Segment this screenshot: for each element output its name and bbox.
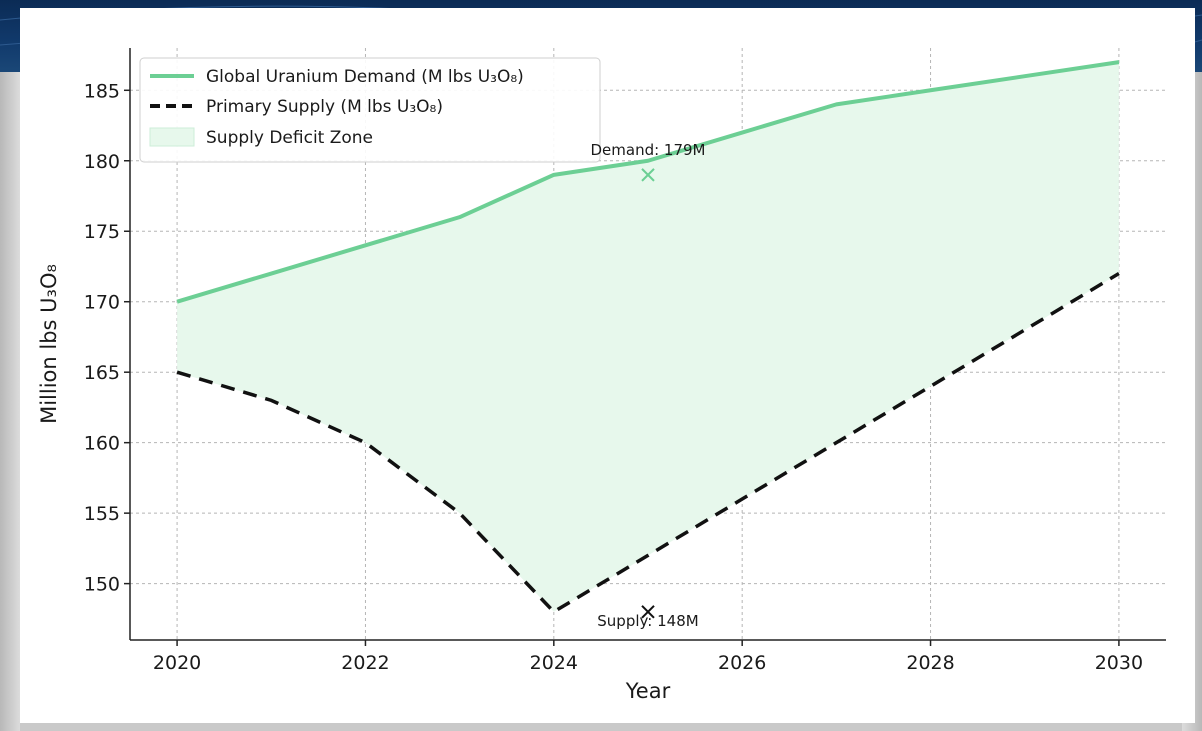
x-axis-title: Year [625, 679, 671, 703]
left-margin [0, 72, 20, 731]
axes [129, 48, 1166, 641]
supply-series-line [176, 272, 1120, 615]
x-tick-label: 2026 [718, 652, 766, 674]
x-tick-label: 2024 [530, 652, 578, 674]
y-tick-label: 170 [84, 292, 120, 314]
legend-supply-label: Primary Supply (M lbs U₃O₈) [206, 97, 443, 117]
legend: Global Uranium Demand (M lbs U₃O₈) Prima… [139, 57, 601, 163]
x-tick-label: 2028 [906, 652, 954, 674]
y-tick-label: 180 [84, 151, 120, 173]
x-tick-label: 2020 [153, 652, 201, 674]
y-tick-label: 150 [84, 574, 120, 596]
x-axis-ticks: 2020 2022 2024 2026 2028 2030 [153, 640, 1143, 674]
legend-demand-label: Global Uranium Demand (M lbs U₃O₈) [206, 67, 524, 87]
y-tick-label: 160 [84, 433, 120, 455]
y-tick-label: 165 [84, 362, 120, 384]
x-marker-stroke [641, 605, 655, 619]
y-axis-ticks: 150 155 160 165 170 175 180 185 [84, 80, 130, 596]
y-tick-label: 185 [84, 80, 120, 102]
x-marker-stroke [641, 168, 655, 182]
supply-annotation: Supply: 148M [597, 612, 698, 630]
legend-deficit-label: Supply Deficit Zone [206, 128, 373, 148]
line-chart: 2020 2022 2024 2026 2028 2030 150 155 160 165 170… [37, 48, 1166, 703]
supply-deficit-zone-fill [177, 62, 1119, 612]
y-axis-title: Million lbs U₃O₈ [37, 264, 61, 424]
legend-box [139, 57, 601, 163]
demand-series-line [176, 60, 1120, 304]
x-marker [641, 605, 655, 619]
annotation-markers [641, 168, 655, 619]
x-marker [641, 168, 655, 182]
chart-card: 2020 2022 2024 2026 2028 2030 150 155 160 165 170… [20, 8, 1195, 723]
demand-annotation: Demand: 179M [590, 141, 705, 159]
y-tick-label: 175 [84, 221, 120, 243]
x-tick-label: 2022 [341, 652, 389, 674]
y-tick-label: 155 [84, 503, 120, 525]
x-tick-label: 2030 [1095, 652, 1143, 674]
legend-deficit-swatch [149, 127, 195, 147]
